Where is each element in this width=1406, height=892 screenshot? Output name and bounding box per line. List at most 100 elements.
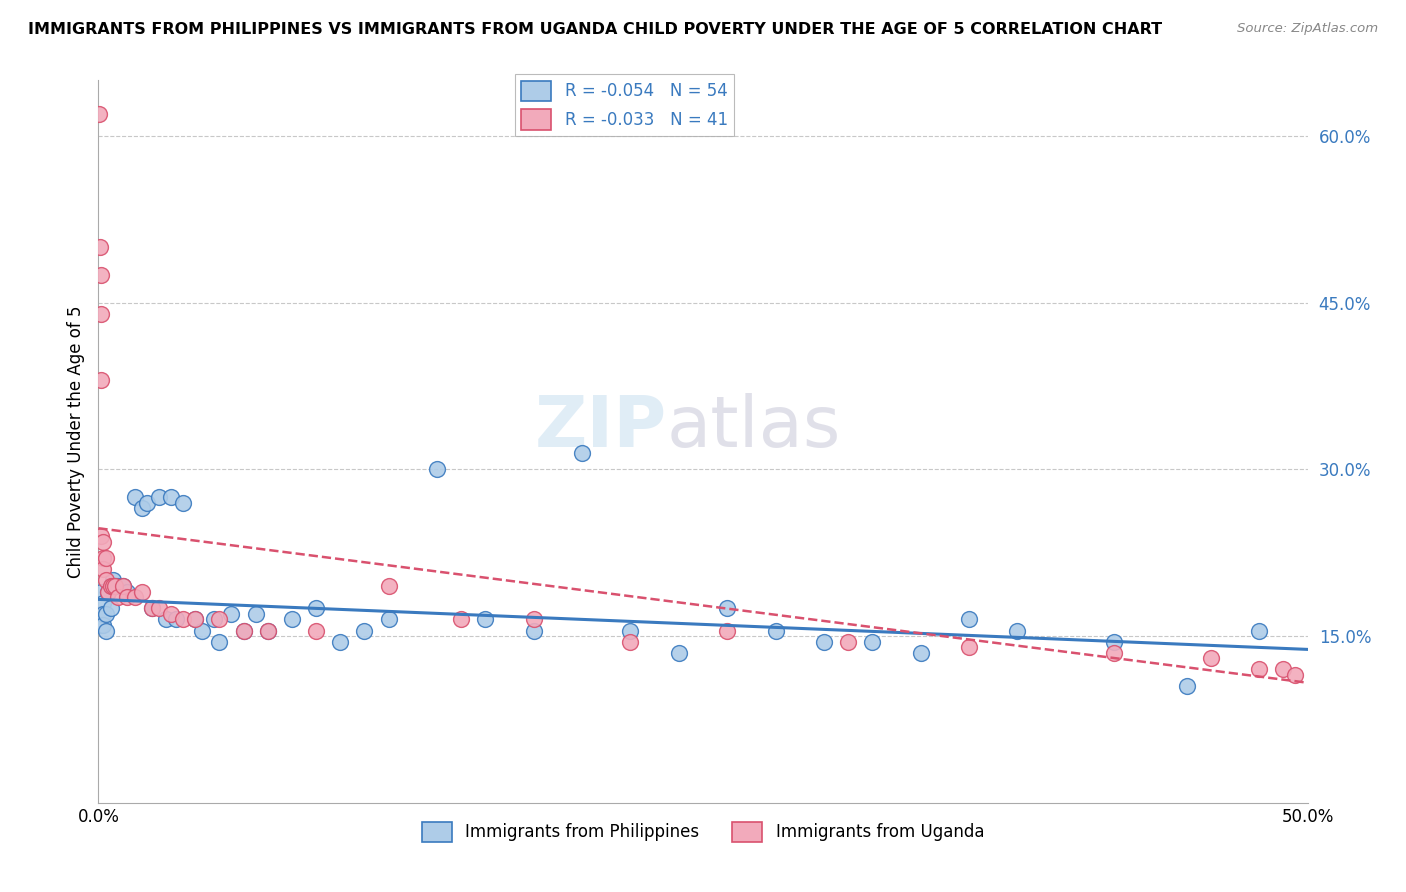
Point (1249, 624, 1271, 638)
Point (619, 624, 641, 638)
Point (1007, 624, 1029, 638)
Point (184, 612, 207, 626)
Point (90, 584, 112, 599)
Point (131, 501, 153, 516)
Point (305, 624, 328, 638)
Point (124, 490, 146, 504)
Point (148, 601, 170, 615)
Point (89, 106, 111, 120)
Point (191, 624, 214, 638)
Point (256, 624, 278, 638)
Text: atlas: atlas (666, 392, 841, 461)
Point (160, 607, 183, 621)
Point (474, 612, 496, 626)
Point (141, 601, 163, 615)
Point (97, 584, 120, 599)
Point (104, 579, 127, 593)
Point (1199, 651, 1222, 665)
Point (910, 646, 932, 660)
Text: IMMIGRANTS FROM PHILIPPINES VS IMMIGRANTS FROM UGANDA CHILD POVERTY UNDER THE AG: IMMIGRANTS FROM PHILIPPINES VS IMMIGRANT… (28, 22, 1163, 37)
Point (245, 607, 267, 621)
Point (172, 496, 194, 510)
Point (281, 612, 304, 626)
Point (111, 579, 134, 593)
Point (124, 590, 146, 604)
Point (91, 551, 114, 566)
Point (101, 574, 124, 588)
Point (1284, 668, 1306, 682)
Point (91, 534, 114, 549)
Point (172, 612, 194, 626)
Point (90, 529, 112, 543)
Point (765, 624, 787, 638)
Point (668, 646, 690, 660)
Point (107, 590, 129, 604)
Point (232, 624, 254, 638)
Point (571, 445, 593, 459)
Point (94, 574, 117, 588)
Point (353, 624, 375, 638)
Point (523, 612, 546, 626)
Legend: Immigrants from Philippines, Immigrants from Uganda: Immigrants from Philippines, Immigrants … (415, 815, 991, 848)
Point (90, 607, 112, 621)
Point (131, 584, 153, 599)
Point (184, 612, 207, 626)
Point (329, 634, 352, 648)
Point (90, 307, 112, 321)
Point (90, 618, 112, 632)
Point (117, 590, 139, 604)
Point (94, 624, 117, 638)
Point (91, 596, 114, 610)
Point (377, 579, 399, 593)
Point (1272, 662, 1295, 676)
Point (377, 612, 399, 626)
Text: ZIP: ZIP (534, 392, 666, 461)
Point (957, 612, 980, 626)
Point (89, 240, 111, 254)
Point (91, 607, 114, 621)
Point (160, 490, 183, 504)
Point (813, 634, 835, 648)
Point (860, 634, 883, 648)
Y-axis label: Child Poverty Under the Age of 5: Child Poverty Under the Age of 5 (66, 305, 84, 578)
Point (111, 579, 134, 593)
Point (716, 601, 738, 615)
Point (1102, 634, 1125, 648)
Point (1249, 662, 1271, 676)
Point (141, 601, 163, 615)
Point (208, 612, 231, 626)
Point (305, 601, 328, 615)
Point (94, 551, 117, 566)
Point (716, 624, 738, 638)
Point (426, 462, 449, 476)
Point (619, 634, 641, 648)
Point (90, 373, 112, 387)
Point (100, 579, 122, 593)
Point (148, 490, 170, 504)
Point (221, 607, 243, 621)
Point (101, 579, 124, 593)
Point (957, 640, 980, 655)
Point (1102, 646, 1125, 660)
Point (100, 601, 122, 615)
Point (256, 624, 278, 638)
Point (97, 584, 120, 599)
Point (165, 612, 187, 626)
Point (1175, 679, 1198, 693)
Point (232, 624, 254, 638)
Point (117, 584, 139, 599)
Point (155, 612, 177, 626)
Point (107, 579, 129, 593)
Point (91, 618, 114, 632)
Point (91, 562, 114, 576)
Point (104, 579, 127, 593)
Point (837, 634, 859, 648)
Text: Source: ZipAtlas.com: Source: ZipAtlas.com (1237, 22, 1378, 36)
Point (450, 612, 472, 626)
Point (90, 268, 112, 282)
Point (100, 579, 122, 593)
Point (204, 612, 226, 626)
Point (208, 634, 231, 648)
Point (135, 496, 157, 510)
Point (523, 624, 546, 638)
